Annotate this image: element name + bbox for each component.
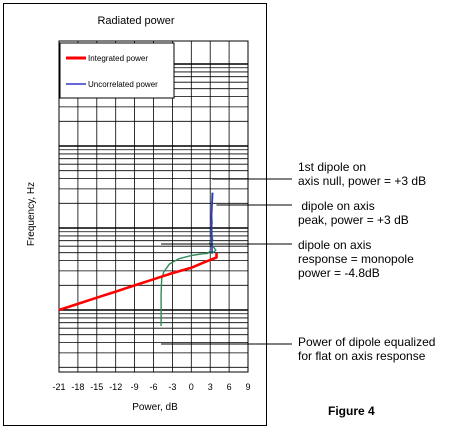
annotation-dipole-monopole: dipole on axis response = monopole power… bbox=[298, 238, 414, 280]
x-tick-label: -15 bbox=[90, 382, 103, 392]
annotation-equalized-power: Power of dipole equalized for flat on ax… bbox=[298, 335, 436, 363]
series-integrated-power bbox=[58, 253, 218, 312]
legend-label: Integrated power bbox=[88, 54, 148, 63]
x-tick-label: -18 bbox=[71, 382, 84, 392]
y-axis-label: Frequency, Hz bbox=[26, 182, 37, 246]
series-layer bbox=[58, 192, 218, 326]
chart-title: Radiated power bbox=[97, 15, 174, 27]
figure-label: Figure 4 bbox=[328, 404, 375, 418]
x-tick-label: 9 bbox=[245, 382, 250, 392]
x-tick-label: -12 bbox=[109, 382, 122, 392]
x-tick-label: 3 bbox=[208, 382, 213, 392]
series-uncorrelated-power bbox=[210, 192, 214, 254]
legend-label: Uncorrelated power bbox=[88, 80, 158, 89]
legend: Integrated power Uncorrelated power bbox=[59, 42, 175, 99]
x-tick-label: -21 bbox=[52, 382, 65, 392]
x-tick-label: -3 bbox=[168, 382, 176, 392]
series-equalized-dipole-power bbox=[160, 192, 217, 326]
x-tick-label: 6 bbox=[227, 382, 232, 392]
legend-box bbox=[59, 42, 175, 99]
x-tick-label: -9 bbox=[131, 382, 139, 392]
x-tick-label: 0 bbox=[189, 382, 194, 392]
x-tick-label: -6 bbox=[149, 382, 157, 392]
x-axis-label: Power, dB bbox=[132, 402, 178, 413]
x-tick-labels: -21 -18 -15 -12 -9 -6 -3 0 3 6 9 bbox=[52, 382, 250, 392]
annotation-leaders bbox=[161, 178, 292, 345]
annotation-dipole-peak: dipole on axis peak, power = +3 dB bbox=[298, 199, 409, 227]
annotation-first-dipole-null: 1st dipole on axis null, power = +3 dB bbox=[298, 160, 427, 188]
